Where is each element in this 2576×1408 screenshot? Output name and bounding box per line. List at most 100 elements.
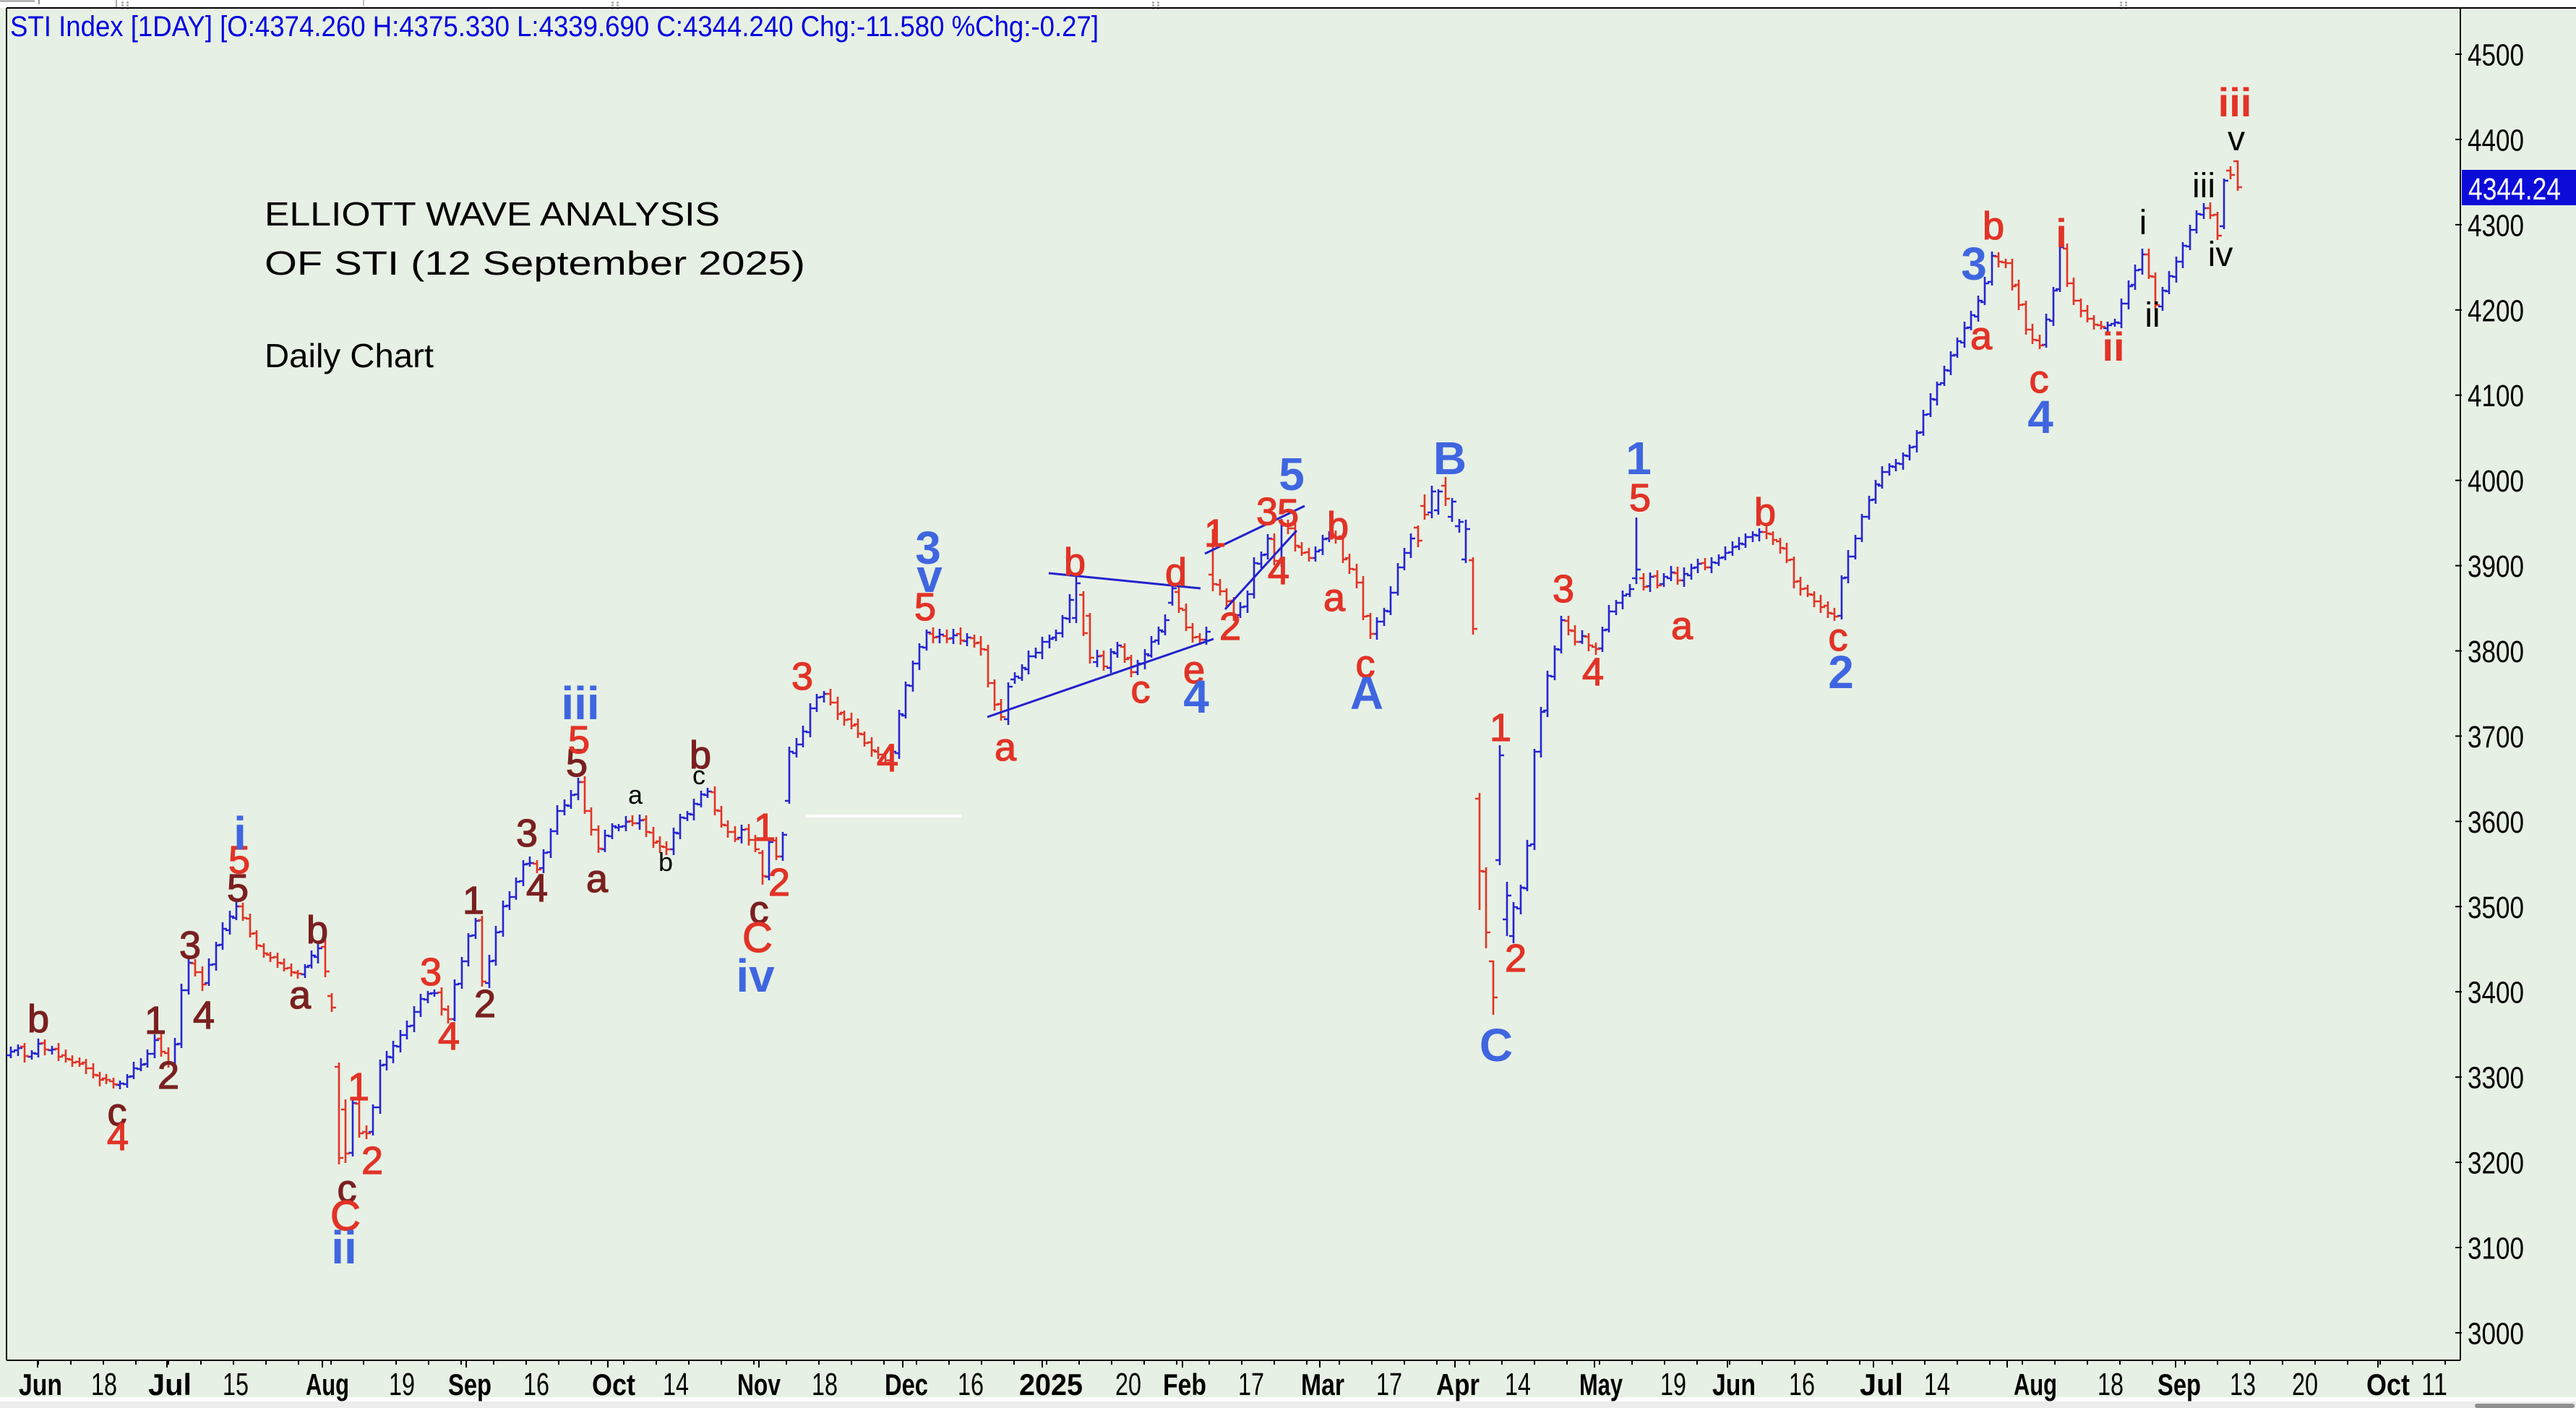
svg-text:C: C [1480, 1019, 1513, 1071]
svg-text:17: 17 [1238, 1367, 1264, 1402]
svg-text:4: 4 [107, 1115, 129, 1159]
svg-text:19: 19 [389, 1367, 415, 1402]
svg-text:3500: 3500 [2468, 890, 2524, 925]
svg-text:Aug: Aug [2014, 1368, 2057, 1401]
svg-text:4: 4 [438, 1015, 460, 1058]
svg-text:1: 1 [754, 806, 776, 849]
svg-text:16: 16 [958, 1367, 984, 1402]
svg-text:19: 19 [1660, 1367, 1686, 1402]
svg-text:5: 5 [1277, 491, 1299, 535]
svg-text:16: 16 [523, 1367, 549, 1402]
svg-text:3900: 3900 [2468, 549, 2524, 584]
svg-text:1: 1 [348, 1065, 369, 1109]
svg-text:OF STI (12 September 2025): OF STI (12 September 2025) [265, 244, 805, 282]
svg-text:4: 4 [877, 737, 898, 780]
svg-text:i: i [233, 807, 246, 859]
svg-text:2: 2 [1828, 646, 1854, 698]
svg-text:Oct: Oct [2366, 1368, 2410, 1401]
svg-text:11: 11 [2421, 1367, 2447, 1402]
svg-text:b: b [27, 997, 49, 1041]
svg-text:4: 4 [526, 867, 548, 910]
svg-text:20: 20 [1115, 1367, 1141, 1402]
svg-text:Jun: Jun [19, 1368, 62, 1401]
svg-text:4000: 4000 [2468, 464, 2524, 499]
svg-text:Jul: Jul [148, 1368, 192, 1401]
svg-text:A: A [1350, 667, 1383, 719]
svg-text:b: b [658, 847, 673, 877]
svg-text:c: c [108, 1091, 127, 1134]
svg-text:5: 5 [1279, 448, 1305, 500]
svg-text:c: c [2030, 358, 2049, 401]
svg-text:a: a [586, 857, 609, 901]
svg-text:Daily Chart: Daily Chart [265, 337, 434, 374]
svg-text:3: 3 [1961, 238, 1987, 290]
svg-text:2025: 2025 [1019, 1368, 1083, 1401]
svg-text:4100: 4100 [2468, 379, 2524, 413]
svg-text:Feb: Feb [1163, 1368, 1206, 1401]
svg-text:14: 14 [1924, 1367, 1950, 1402]
svg-text:STI Index [1DAY] [O:4374.260 H: STI Index [1DAY] [O:4374.260 H:4375.330 … [10, 11, 1099, 43]
svg-text:5: 5 [228, 838, 250, 882]
svg-text:2: 2 [768, 861, 790, 904]
svg-text:4300: 4300 [2468, 208, 2524, 243]
svg-text:13: 13 [2230, 1367, 2256, 1402]
svg-text:b: b [1983, 205, 2004, 248]
svg-text:3: 3 [1256, 490, 1278, 533]
svg-text:May: May [1579, 1368, 1623, 1401]
svg-text:Aug: Aug [306, 1368, 349, 1401]
svg-text:d: d [1165, 551, 1187, 594]
svg-text:b: b [306, 909, 328, 952]
svg-text:c: c [750, 888, 769, 932]
svg-text:4: 4 [193, 994, 215, 1037]
svg-text:ii: ii [2144, 296, 2160, 335]
svg-text:Mar: Mar [1301, 1368, 1344, 1401]
svg-text:a: a [628, 780, 643, 810]
svg-text:4: 4 [1183, 671, 1209, 723]
svg-text:3700: 3700 [2468, 720, 2524, 755]
svg-text:C: C [742, 914, 773, 961]
svg-text:iii: iii [561, 677, 599, 729]
svg-text:5: 5 [1629, 476, 1651, 520]
svg-text:2: 2 [361, 1139, 383, 1182]
svg-text:3: 3 [915, 522, 941, 574]
svg-text:4: 4 [2027, 391, 2053, 443]
svg-text:a: a [1323, 576, 1346, 619]
svg-text:Apr: Apr [1436, 1368, 1480, 1401]
svg-text:4400: 4400 [2468, 123, 2524, 158]
svg-text:c: c [338, 1167, 357, 1211]
svg-text:3600: 3600 [2468, 805, 2524, 840]
svg-text:3: 3 [420, 950, 442, 994]
svg-text:c: c [1356, 643, 1375, 686]
svg-text:iii: iii [2192, 167, 2215, 205]
svg-text:Dec: Dec [885, 1368, 928, 1401]
svg-text:3: 3 [179, 924, 201, 967]
svg-text:2: 2 [158, 1054, 179, 1097]
svg-text:iv: iv [2208, 236, 2233, 274]
svg-text:v: v [2228, 120, 2245, 158]
svg-text:B: B [1433, 432, 1467, 484]
svg-text:a: a [1671, 604, 1693, 648]
svg-text:ELLIOTT WAVE ANALYSIS: ELLIOTT WAVE ANALYSIS [265, 195, 720, 233]
svg-text:4: 4 [1268, 549, 1289, 593]
svg-text:Oct: Oct [592, 1368, 635, 1401]
svg-text:3: 3 [1553, 567, 1574, 611]
svg-text:4344.24: 4344.24 [2468, 172, 2561, 207]
svg-text:a: a [1970, 314, 1993, 358]
svg-text:18: 18 [812, 1367, 838, 1402]
svg-text:2: 2 [1219, 605, 1241, 648]
svg-text:b: b [690, 734, 711, 777]
svg-text:5: 5 [566, 742, 588, 785]
svg-text:e: e [1183, 648, 1205, 692]
svg-text:Jul: Jul [1860, 1368, 1903, 1401]
svg-text:2: 2 [1505, 937, 1527, 980]
svg-text:1: 1 [145, 999, 166, 1042]
svg-text:14: 14 [1505, 1367, 1531, 1402]
svg-text:3200: 3200 [2468, 1146, 2524, 1181]
svg-text:b: b [1754, 491, 1776, 534]
svg-text:2: 2 [474, 982, 496, 1026]
svg-text:ii: ii [2102, 324, 2124, 369]
svg-text:b: b [1327, 505, 1349, 548]
svg-text:18: 18 [2098, 1367, 2124, 1402]
svg-text:a: a [995, 726, 1017, 769]
svg-text:1: 1 [1490, 706, 1511, 750]
